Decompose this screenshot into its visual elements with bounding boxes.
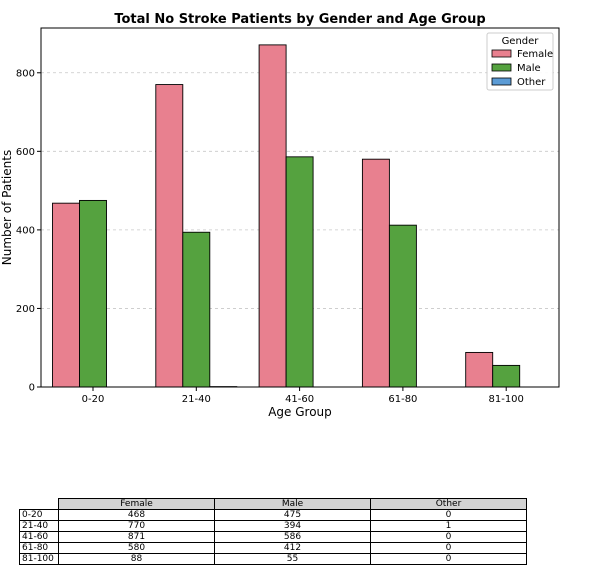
- bar-female-21-40: [155, 84, 184, 388]
- table-cell: 0: [370, 531, 527, 543]
- table-cell: 770: [58, 520, 215, 532]
- legend-items: Female Male Other: [491, 49, 553, 88]
- bar-female-61-80: [361, 158, 390, 388]
- y-axis-label: Number of Patients: [0, 150, 14, 265]
- x-tick-label: 41-60: [285, 394, 314, 405]
- data-table: Female Male Other 0-20 468 475 0 21-40 7…: [19, 498, 527, 565]
- chart-title: Total No Stroke Patients by Gender and A…: [114, 12, 485, 27]
- x-axis-label: Age Group: [268, 405, 332, 419]
- x-tick-label: 61-80: [388, 394, 417, 405]
- table-cell: 55: [214, 553, 371, 565]
- legend-label-female: Female: [517, 49, 553, 60]
- bar-male-81-100: [492, 364, 521, 388]
- table-row: 0-20 468 475 0: [19, 509, 527, 521]
- bar-female-81-100: [465, 351, 494, 388]
- table-col-other: Other: [370, 498, 527, 510]
- table-cell: 412: [214, 542, 371, 554]
- table-cell: 1: [370, 520, 527, 532]
- bar-male-61-80: [388, 224, 417, 388]
- legend: Gender Female Male Other: [486, 32, 554, 91]
- legend-label-male: Male: [517, 63, 541, 74]
- bar-male-41-60: [285, 156, 314, 388]
- legend-title: Gender: [502, 36, 540, 47]
- legend-box: [486, 32, 554, 91]
- bar-male-21-40: [182, 231, 211, 388]
- bar-chart: Total No Stroke Patients by Gender and A…: [0, 12, 560, 419]
- legend-swatch-other: [491, 77, 512, 86]
- table-row-label: 0-20: [19, 509, 59, 521]
- table-row: 41-60 871 586 0: [19, 531, 527, 543]
- table-cell: 88: [58, 553, 215, 565]
- bar-female-0-20: [52, 202, 80, 388]
- table-row: 61-80 580 412 0: [19, 542, 527, 554]
- bar-female-41-60: [258, 44, 287, 388]
- table-row: 21-40 770 394 1: [19, 520, 527, 532]
- table-cell: 0: [370, 509, 527, 521]
- x-tick-label: 0-20: [82, 394, 105, 405]
- x-tick-label: 21-40: [182, 394, 211, 405]
- table-cell: 394: [214, 520, 371, 532]
- y-tick-label: 600: [16, 147, 35, 158]
- legend-swatch-female: [491, 49, 512, 58]
- table-row-label: 81-100: [19, 553, 59, 565]
- legend-swatch-male: [491, 63, 512, 72]
- y-tick-label: 200: [16, 304, 35, 315]
- table-col-male: Male: [214, 498, 371, 510]
- table-header-row: Female Male Other: [20, 498, 527, 510]
- table-cell: 0: [370, 553, 527, 565]
- table-row-label: 21-40: [19, 520, 59, 532]
- bar-male-0-20: [79, 199, 107, 388]
- table-cell: 580: [58, 542, 215, 554]
- y-axis-ticks: 0 200 400 600 800: [16, 68, 41, 394]
- x-axis-ticks: 0-20 21-40 41-60 61-80 81-100: [82, 387, 524, 405]
- table-row-label: 61-80: [19, 542, 59, 554]
- table-cell: 475: [214, 509, 371, 521]
- y-tick-label: 800: [16, 68, 35, 79]
- bars: [52, 44, 521, 388]
- table-row: 81-100 88 55 0: [19, 553, 527, 565]
- table-cell: 871: [58, 531, 215, 543]
- legend-label-other: Other: [517, 77, 546, 88]
- table-col-female: Female: [58, 498, 215, 510]
- table-cell: 468: [58, 509, 215, 521]
- table-row-label: 41-60: [19, 531, 59, 543]
- y-tick-label: 400: [16, 225, 35, 236]
- table-cell: 586: [214, 531, 371, 543]
- table-corner: [20, 499, 59, 510]
- y-tick-label: 0: [29, 383, 35, 394]
- table-cell: 0: [370, 542, 527, 554]
- x-tick-label: 81-100: [488, 394, 523, 405]
